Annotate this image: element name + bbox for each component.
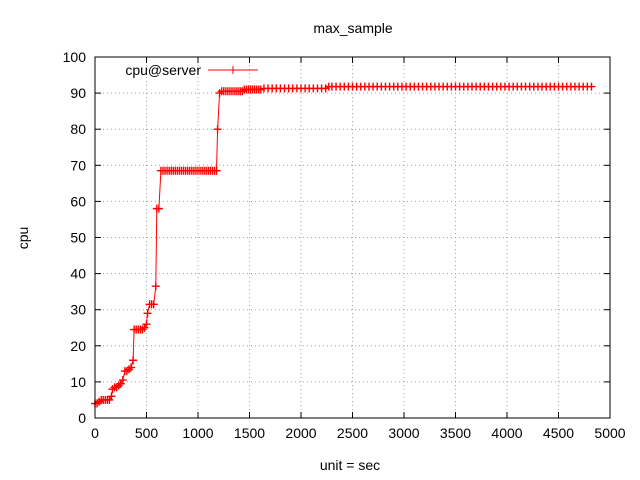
x-tick-label: 0 xyxy=(91,425,99,441)
x-tick-label: 3500 xyxy=(440,425,471,441)
y-axis-label: cpu xyxy=(15,227,31,250)
data-point-marker xyxy=(151,282,160,291)
legend: cpu@server xyxy=(125,62,258,78)
data-point-marker xyxy=(127,363,136,372)
legend-marker-plus xyxy=(229,66,237,74)
x-tick-label: 1000 xyxy=(182,425,213,441)
data-point-marker xyxy=(154,204,163,213)
y-tick-label: 100 xyxy=(63,49,87,65)
y-tick-label: 10 xyxy=(70,374,86,390)
data-point-marker xyxy=(129,356,138,365)
legend-label: cpu@server xyxy=(125,62,201,78)
x-tick-label: 4500 xyxy=(543,425,574,441)
x-tick-label: 3000 xyxy=(388,425,419,441)
x-tick-label: 5000 xyxy=(594,425,625,441)
data-point-marker xyxy=(105,395,114,404)
data-point-marker xyxy=(140,323,149,332)
y-tick-label: 60 xyxy=(70,193,86,209)
data-point-marker xyxy=(149,300,158,309)
y-tick-label: 80 xyxy=(70,121,86,137)
grid-lines xyxy=(95,57,610,418)
chart-title: max_sample xyxy=(313,20,393,36)
series-line xyxy=(95,86,592,405)
y-tick-label: 0 xyxy=(78,410,86,426)
x-tick-label: 4000 xyxy=(491,425,522,441)
x-tick-label: 2000 xyxy=(285,425,316,441)
data-point-marker xyxy=(212,166,221,175)
data-point-marker xyxy=(107,392,116,401)
x-tick-label: 1500 xyxy=(234,425,265,441)
data-point-marker xyxy=(215,89,224,98)
data-point-marker xyxy=(95,397,104,406)
data-point-marker xyxy=(118,376,127,385)
data-point-marker xyxy=(213,125,222,134)
data-point-marker xyxy=(238,87,247,96)
y-tick-label: 90 xyxy=(70,85,86,101)
y-tick-label: 40 xyxy=(70,266,86,282)
x-axis-label: unit = sec xyxy=(320,457,380,473)
y-tick-label: 20 xyxy=(70,338,86,354)
x-tick-label: 500 xyxy=(135,425,159,441)
data-point-marker xyxy=(142,320,151,329)
series-layer xyxy=(91,82,596,408)
y-tick-label: 70 xyxy=(70,157,86,173)
y-tick-label: 30 xyxy=(70,302,86,318)
x-tick-label: 2500 xyxy=(337,425,368,441)
y-tick-label: 50 xyxy=(70,230,86,246)
data-point-marker xyxy=(108,385,117,394)
axis-ticks: 0 500 1000 1500 2000 2500 3000 3500 4000 4500 5000… xyxy=(63,49,626,441)
data-point-marker xyxy=(143,309,152,318)
data-point-marker xyxy=(587,82,596,91)
